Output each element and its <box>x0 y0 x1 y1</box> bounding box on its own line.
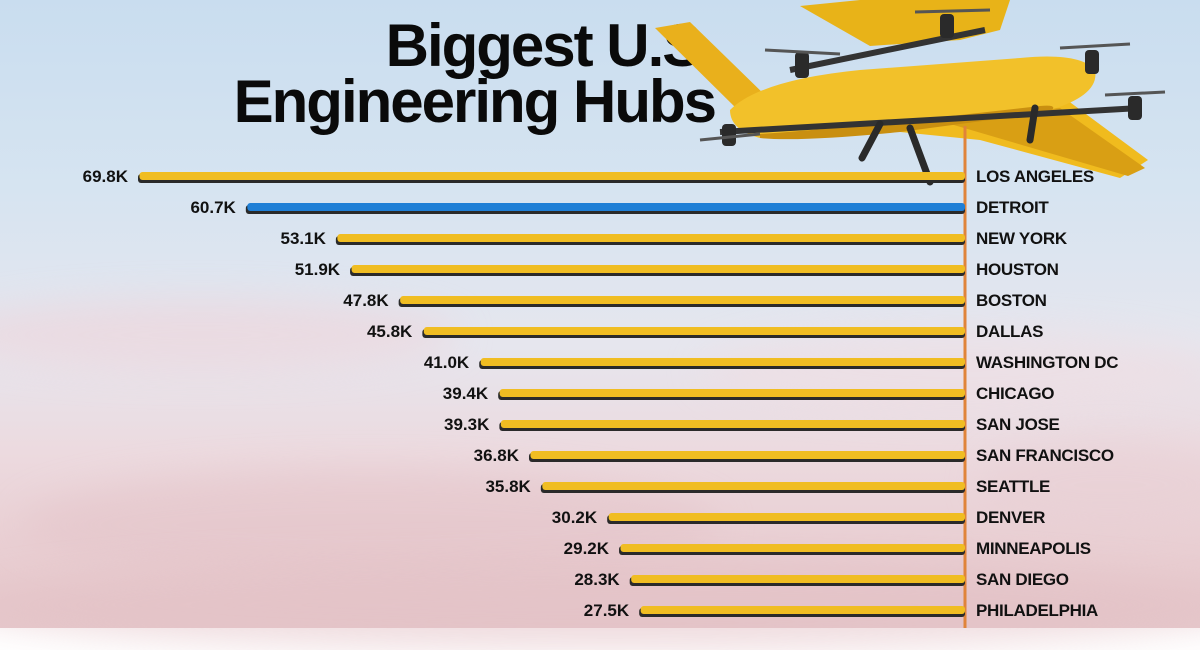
cloud-shape <box>980 440 1200 530</box>
title-line-2: Engineering Hubs <box>233 68 717 135</box>
bar-chart: 69.8K LOS ANGELES 60.7K DETROIT 53.1K NEW YOR… <box>83 0 1166 628</box>
value-label: 41.0K <box>424 353 470 372</box>
drone-propeller <box>699 132 761 142</box>
bar-philadelphia <box>640 606 965 614</box>
bar-seattle <box>542 482 965 490</box>
bar-denver <box>608 513 965 521</box>
cloud-shape <box>0 300 460 370</box>
drone-propeller <box>1104 90 1166 97</box>
value-label: 39.3K <box>444 415 490 434</box>
category-label: BOSTON <box>976 291 1047 310</box>
category-label: NEW YORK <box>976 229 1068 248</box>
value-label: 53.1K <box>280 229 326 248</box>
bar-los-angeles <box>139 172 965 180</box>
drone-propeller <box>764 48 841 56</box>
category-label: LOS ANGELES <box>976 167 1094 186</box>
category-label: MINNEAPOLIS <box>976 539 1091 558</box>
category-label: DETROIT <box>976 198 1049 217</box>
drone-motor <box>1085 50 1099 74</box>
drone-fuselage <box>730 56 1096 139</box>
drone-motor <box>1128 96 1142 120</box>
bar-san-jose <box>500 420 965 428</box>
bar-minneapolis <box>620 544 965 552</box>
bar-boston <box>400 296 965 304</box>
drone-rear-wing <box>800 0 1010 46</box>
value-label: 69.8K <box>83 167 129 186</box>
value-label: 36.8K <box>474 446 520 465</box>
category-label: PHILADELPHIA <box>976 601 1098 620</box>
bars-group: 69.8K LOS ANGELES 60.7K DETROIT 53.1K NEW YOR… <box>83 167 1119 620</box>
drone-motor <box>722 124 736 146</box>
value-label: 39.4K <box>443 384 489 403</box>
chart-title: Biggest U.S. Engineering Hubs <box>0 12 717 135</box>
bar-washington-dc <box>480 358 965 366</box>
bar-san-diego <box>631 575 965 583</box>
drone-illustration <box>655 0 1166 186</box>
drone-tail-fin <box>655 22 770 112</box>
bar-detroit <box>247 203 965 211</box>
drone-motor <box>940 14 954 38</box>
drone-leg <box>1026 104 1039 144</box>
value-label: 47.8K <box>343 291 389 310</box>
category-label: SEATTLE <box>976 477 1050 496</box>
category-label: SAN FRANCISCO <box>976 446 1114 465</box>
drone-motor <box>795 52 809 78</box>
category-label: DALLAS <box>976 322 1043 341</box>
category-label: DENVER <box>976 508 1045 527</box>
title-line-1: Biggest U.S. <box>385 12 717 79</box>
drone-propeller <box>914 8 991 14</box>
category-label: SAN DIEGO <box>976 570 1069 589</box>
value-label: 60.7K <box>190 198 236 217</box>
drone-propeller <box>1059 42 1131 50</box>
bar-dallas <box>423 327 965 335</box>
value-label: 45.8K <box>367 322 413 341</box>
category-label: SAN JOSE <box>976 415 1060 434</box>
value-label: 27.5K <box>584 601 630 620</box>
drone-wing-shadow <box>930 108 1145 176</box>
value-label: 30.2K <box>552 508 598 527</box>
category-label: HOUSTON <box>976 260 1059 279</box>
bar-chicago <box>499 389 965 397</box>
value-label: 35.8K <box>485 477 531 496</box>
value-label: 51.9K <box>295 260 341 279</box>
drone-boom <box>719 105 1141 135</box>
bar-san-francisco <box>530 451 965 459</box>
drone-leg <box>858 120 884 162</box>
bar-new-york <box>337 234 965 242</box>
value-label: 28.3K <box>574 570 620 589</box>
bar-houston <box>351 265 965 273</box>
category-label: CHICAGO <box>976 384 1054 403</box>
category-label: WASHINGTON DC <box>976 353 1118 372</box>
value-label: 29.2K <box>564 539 610 558</box>
